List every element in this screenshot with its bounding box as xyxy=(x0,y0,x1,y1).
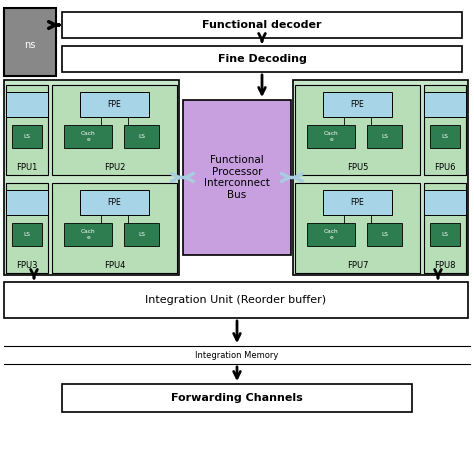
Text: FPU2: FPU2 xyxy=(104,163,125,172)
Bar xyxy=(295,85,420,175)
Bar xyxy=(367,223,402,246)
Text: LS: LS xyxy=(24,134,30,139)
Text: Fine Decoding: Fine Decoding xyxy=(218,54,306,64)
Text: FPE: FPE xyxy=(351,198,365,207)
Text: Cach
e: Cach e xyxy=(81,131,96,142)
Text: Cach
e: Cach e xyxy=(324,131,338,142)
Bar xyxy=(308,125,355,148)
Bar xyxy=(293,80,468,275)
Bar xyxy=(125,125,159,148)
Bar xyxy=(424,92,466,118)
Bar xyxy=(125,223,159,246)
Bar xyxy=(323,92,392,118)
Text: FPE: FPE xyxy=(108,100,121,109)
Text: FPE: FPE xyxy=(351,100,365,109)
Bar xyxy=(80,92,149,118)
Bar xyxy=(52,85,177,175)
Bar xyxy=(424,183,466,273)
Text: FPU3: FPU3 xyxy=(16,261,38,270)
Text: Functional
Processor
Interconnect
Bus: Functional Processor Interconnect Bus xyxy=(204,155,270,200)
Bar xyxy=(6,92,48,118)
Text: FPU7: FPU7 xyxy=(347,261,368,270)
Text: LS: LS xyxy=(382,134,389,139)
Text: Cach
e: Cach e xyxy=(324,229,338,240)
Bar xyxy=(80,190,149,215)
Text: Integration Memory: Integration Memory xyxy=(195,350,279,359)
Text: LS: LS xyxy=(441,232,448,237)
Text: Integration Unit (Reorder buffer): Integration Unit (Reorder buffer) xyxy=(146,295,327,305)
Bar xyxy=(183,100,291,255)
Text: Cach
e: Cach e xyxy=(81,229,96,240)
Bar xyxy=(430,223,460,246)
Bar xyxy=(62,384,412,412)
Bar xyxy=(4,8,56,76)
Bar xyxy=(6,85,48,175)
Text: FPU4: FPU4 xyxy=(104,261,125,270)
Text: FPU5: FPU5 xyxy=(347,163,368,172)
Bar xyxy=(64,125,112,148)
Text: LS: LS xyxy=(138,232,146,237)
Bar xyxy=(12,223,42,246)
Text: LS: LS xyxy=(382,232,389,237)
Bar xyxy=(295,183,420,273)
Text: FPE: FPE xyxy=(108,198,121,207)
Bar xyxy=(62,46,462,72)
Text: FPU6: FPU6 xyxy=(434,163,456,172)
Bar xyxy=(308,223,355,246)
Bar xyxy=(6,190,48,215)
Bar xyxy=(62,12,462,38)
Bar xyxy=(424,190,466,215)
Text: Forwarding Channels: Forwarding Channels xyxy=(171,393,303,403)
Bar xyxy=(64,223,112,246)
Bar xyxy=(367,125,402,148)
Text: ns: ns xyxy=(24,40,36,50)
Text: LS: LS xyxy=(138,134,146,139)
Text: LS: LS xyxy=(441,134,448,139)
Bar xyxy=(323,190,392,215)
Bar xyxy=(52,183,177,273)
Bar xyxy=(424,85,466,175)
Text: FPU8: FPU8 xyxy=(434,261,456,270)
Bar xyxy=(12,125,42,148)
Bar xyxy=(4,282,468,318)
Bar xyxy=(6,183,48,273)
Text: LS: LS xyxy=(24,232,30,237)
Bar xyxy=(4,80,179,275)
Text: FPU1: FPU1 xyxy=(16,163,38,172)
Text: Functional decoder: Functional decoder xyxy=(202,20,322,30)
Bar xyxy=(430,125,460,148)
